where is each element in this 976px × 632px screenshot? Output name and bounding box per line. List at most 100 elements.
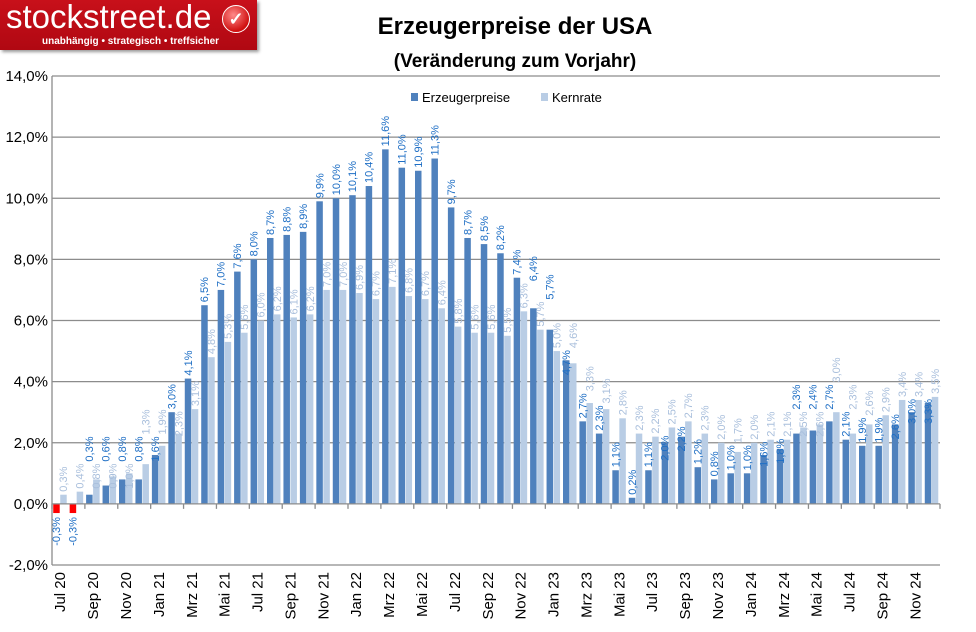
bar-erzeugerpreise bbox=[793, 433, 800, 504]
data-label-erzeugerpreise: 10,0% bbox=[331, 164, 343, 195]
data-label-kernrate: 2,3% bbox=[848, 384, 860, 409]
data-label-erzeugerpreise: 7,0% bbox=[216, 262, 228, 287]
data-labels: -0,3% 0,3% -0,3% 0,4% 0,3% 0,8% 0,6% 0,9% 0,8% 1,… bbox=[51, 116, 942, 546]
data-label-kernrate: 2,9% bbox=[880, 387, 892, 412]
x-tick-label: Mrz 24 bbox=[776, 572, 793, 618]
bar-kernrate bbox=[750, 442, 758, 504]
bar-erzeugerpreise bbox=[119, 479, 126, 504]
bar-kernrate bbox=[849, 433, 857, 504]
data-label-kernrate: 6,8% bbox=[404, 268, 416, 293]
bar-kernrate bbox=[356, 292, 363, 504]
data-label-erzeugerpreise: 1,0% bbox=[742, 445, 754, 470]
data-label-kernrate: 6,3% bbox=[519, 283, 531, 308]
bar-erzeugerpreise bbox=[875, 445, 882, 504]
legend-swatch-kernrate bbox=[541, 93, 548, 101]
data-label-erzeugerpreise: 3,0% bbox=[906, 399, 918, 424]
data-label-kernrate: 3,1% bbox=[190, 381, 202, 406]
x-tick-label: Jul 20 bbox=[52, 572, 69, 612]
x-tick-label: Nov 21 bbox=[315, 572, 332, 620]
data-label-erzeugerpreise: 0,8% bbox=[133, 436, 145, 461]
data-label-kernrate: 6,1% bbox=[288, 289, 300, 314]
bar-kernrate bbox=[323, 289, 330, 504]
bar-kernrate bbox=[800, 427, 807, 504]
bar-erzeugerpreise bbox=[743, 473, 751, 504]
bar-kernrate bbox=[142, 464, 149, 504]
data-label-erzeugerpreise: 3,3% bbox=[923, 399, 935, 424]
data-label-erzeugerpreise: 0,2% bbox=[627, 469, 639, 494]
bar-erzeugerpreise bbox=[168, 412, 175, 504]
data-label-erzeugerpreise: 1,2% bbox=[693, 439, 705, 464]
bar-kernrate bbox=[208, 357, 215, 504]
x-tick-label: Jul 22 bbox=[447, 572, 464, 612]
data-label-erzeugerpreise: 8,9% bbox=[298, 204, 310, 229]
bar-kernrate bbox=[175, 433, 182, 504]
bars bbox=[53, 149, 939, 514]
bar-erzeugerpreise bbox=[464, 237, 471, 504]
data-label-erzeugerpreise: 2,7% bbox=[824, 384, 836, 409]
bar-erzeugerpreise bbox=[234, 271, 241, 504]
x-tick-label: Jan 22 bbox=[348, 572, 365, 617]
bar-kernrate bbox=[718, 442, 725, 504]
bar-erzeugerpreise bbox=[826, 421, 833, 504]
data-label-erzeugerpreise: 6,5% bbox=[199, 277, 211, 302]
bar-kernrate bbox=[767, 439, 774, 504]
data-label-erzeugerpreise: 7,4% bbox=[512, 249, 524, 274]
data-label-kernrate: 6,2% bbox=[272, 286, 284, 311]
bar-kernrate bbox=[241, 332, 248, 504]
x-tick-label: Jan 21 bbox=[151, 572, 168, 617]
x-tick-label: Nov 22 bbox=[513, 572, 530, 620]
bar-kernrate bbox=[257, 320, 265, 504]
bar-kernrate bbox=[191, 409, 199, 504]
bar-kernrate bbox=[389, 286, 396, 504]
data-label-kernrate: 5,3% bbox=[223, 314, 235, 339]
y-tick-label: 0,0% bbox=[14, 496, 48, 513]
data-label-kernrate: 5,7% bbox=[535, 301, 547, 326]
bar-kernrate bbox=[783, 439, 791, 504]
bar-kernrate bbox=[915, 399, 922, 504]
bar-kernrate bbox=[816, 424, 824, 504]
data-label-erzeugerpreise: 10,1% bbox=[347, 161, 359, 192]
data-label-erzeugerpreise: 0,3% bbox=[84, 436, 96, 461]
x-tick-label: Sep 21 bbox=[282, 572, 299, 620]
chart-subtitle: (Veränderung zum Vorjahr) bbox=[394, 51, 636, 72]
data-label-erzeugerpreise: 8,8% bbox=[281, 207, 293, 232]
data-label-kernrate: 2,1% bbox=[782, 411, 794, 436]
data-label-erzeugerpreise: 1,6% bbox=[150, 436, 162, 461]
bar-erzeugerpreise bbox=[398, 167, 406, 504]
bar-kernrate bbox=[224, 341, 232, 504]
data-label-erzeugerpreise: 2,0% bbox=[660, 435, 672, 460]
bar-erzeugerpreise bbox=[480, 244, 488, 504]
x-tick-label: Mai 22 bbox=[414, 572, 431, 617]
bar-erzeugerpreise bbox=[415, 170, 422, 504]
x-tick-label: Mrz 22 bbox=[381, 572, 398, 618]
data-label-kernrate: 2,6% bbox=[864, 390, 876, 415]
bar-kernrate bbox=[882, 415, 889, 504]
legend-label-erzeugerpreise: Erzeugerpreise bbox=[422, 90, 510, 105]
data-label-erzeugerpreise: 10,4% bbox=[364, 152, 376, 183]
data-label-kernrate: 2,7% bbox=[683, 393, 695, 418]
y-tick-label: 6,0% bbox=[14, 313, 48, 330]
data-label-kernrate: 2,5% bbox=[667, 399, 679, 424]
bar-kernrate bbox=[537, 329, 544, 504]
data-label-kernrate: 1,3% bbox=[140, 409, 152, 434]
bar-erzeugerpreise bbox=[661, 442, 669, 504]
bar-erzeugerpreise bbox=[908, 412, 915, 504]
bar-erzeugerpreise bbox=[382, 149, 389, 504]
bar-erzeugerpreise bbox=[102, 485, 110, 504]
bar-kernrate bbox=[454, 326, 462, 504]
data-label-kernrate: 5,6% bbox=[486, 304, 498, 329]
bar-erzeugerpreise bbox=[53, 503, 60, 514]
data-label-kernrate: 1,7% bbox=[732, 418, 744, 443]
x-tick-label: Mai 24 bbox=[809, 572, 826, 617]
data-label-erzeugerpreise: 8,0% bbox=[249, 231, 261, 256]
y-tick-label: -2,0% bbox=[9, 557, 48, 574]
data-label-kernrate: 5,0% bbox=[552, 323, 564, 348]
y-tick-label: 12,0% bbox=[5, 129, 48, 146]
bar-kernrate bbox=[520, 311, 528, 504]
bar-erzeugerpreise bbox=[184, 378, 192, 504]
data-label-kernrate: 2,5% bbox=[798, 411, 810, 436]
bar-kernrate bbox=[372, 299, 380, 504]
bar-erzeugerpreise bbox=[809, 430, 817, 504]
data-label-erzeugerpreise: 2,7% bbox=[577, 393, 589, 418]
